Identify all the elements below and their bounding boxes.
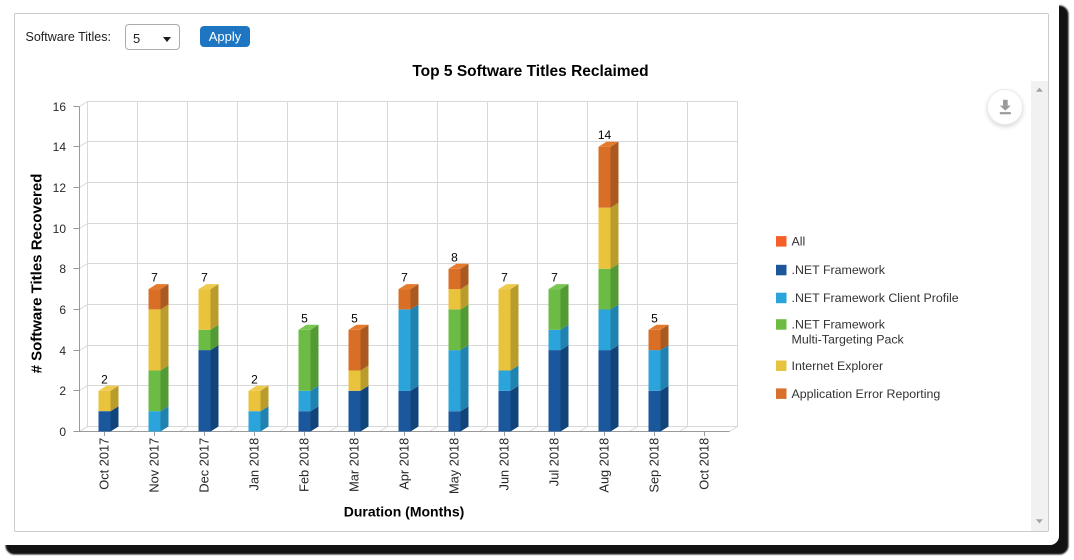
svg-text:# Software Titles Recovered: # Software Titles Recovered: [29, 174, 46, 374]
svg-text:12: 12: [53, 181, 67, 195]
svg-text:Jul 2018: Jul 2018: [547, 438, 562, 486]
svg-text:.NET Framework Client Profile: .NET Framework Client Profile: [792, 291, 959, 305]
svg-text:4: 4: [59, 344, 66, 358]
svg-text:Jun 2018: Jun 2018: [497, 438, 512, 491]
svg-text:0: 0: [59, 425, 66, 439]
svg-text:5: 5: [301, 311, 308, 325]
svg-text:6: 6: [59, 303, 66, 317]
svg-text:8: 8: [59, 262, 66, 276]
svg-text:5: 5: [651, 311, 658, 325]
svg-text:7: 7: [151, 271, 158, 285]
svg-text:10: 10: [53, 222, 67, 236]
svg-text:7: 7: [551, 271, 558, 285]
svg-text:Internet Explorer: Internet Explorer: [792, 359, 884, 373]
svg-text:Oct 2017: Oct 2017: [97, 438, 112, 490]
svg-text:Top 5 Software Titles Reclaime: Top 5 Software Titles Reclaimed: [412, 63, 648, 80]
svg-text:5: 5: [351, 311, 358, 325]
svg-text:Oct 2018: Oct 2018: [697, 438, 712, 490]
svg-text:2: 2: [59, 384, 66, 398]
svg-text:Application Error Reporting: Application Error Reporting: [792, 387, 941, 401]
svg-text:Feb 2018: Feb 2018: [297, 438, 312, 492]
svg-text:.NET Framework: .NET Framework: [792, 263, 886, 277]
svg-text:Duration (Months): Duration (Months): [344, 504, 465, 520]
svg-text:Dec 2017: Dec 2017: [197, 438, 212, 493]
svg-text:Apr 2018: Apr 2018: [397, 438, 412, 490]
svg-text:8: 8: [451, 250, 458, 264]
svg-text:Aug 2018: Aug 2018: [597, 438, 612, 493]
svg-text:Sep 2018: Sep 2018: [647, 438, 662, 493]
svg-text:May 2018: May 2018: [447, 438, 462, 494]
svg-text:Mar 2018: Mar 2018: [347, 438, 362, 492]
svg-text:Multi-Targeting Pack: Multi-Targeting Pack: [792, 333, 905, 347]
svg-text:14: 14: [598, 128, 612, 142]
svg-text:Nov 2017: Nov 2017: [147, 438, 162, 493]
svg-text:2: 2: [101, 372, 108, 386]
svg-text:14: 14: [53, 140, 67, 154]
svg-text:All: All: [792, 235, 806, 249]
svg-text:7: 7: [501, 271, 508, 285]
svg-text:7: 7: [201, 271, 208, 285]
svg-text:2: 2: [251, 372, 258, 386]
svg-text:Jan 2018: Jan 2018: [247, 438, 262, 491]
svg-text:7: 7: [401, 271, 408, 285]
svg-text:16: 16: [53, 100, 67, 114]
svg-text:.NET Framework: .NET Framework: [792, 318, 886, 332]
